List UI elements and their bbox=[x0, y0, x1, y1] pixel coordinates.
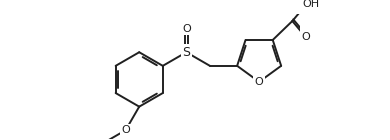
Text: O: O bbox=[121, 125, 130, 135]
Text: O: O bbox=[182, 24, 191, 34]
Text: S: S bbox=[183, 46, 190, 59]
Text: OH: OH bbox=[303, 0, 320, 9]
Text: O: O bbox=[255, 77, 264, 87]
Text: O: O bbox=[301, 32, 310, 42]
